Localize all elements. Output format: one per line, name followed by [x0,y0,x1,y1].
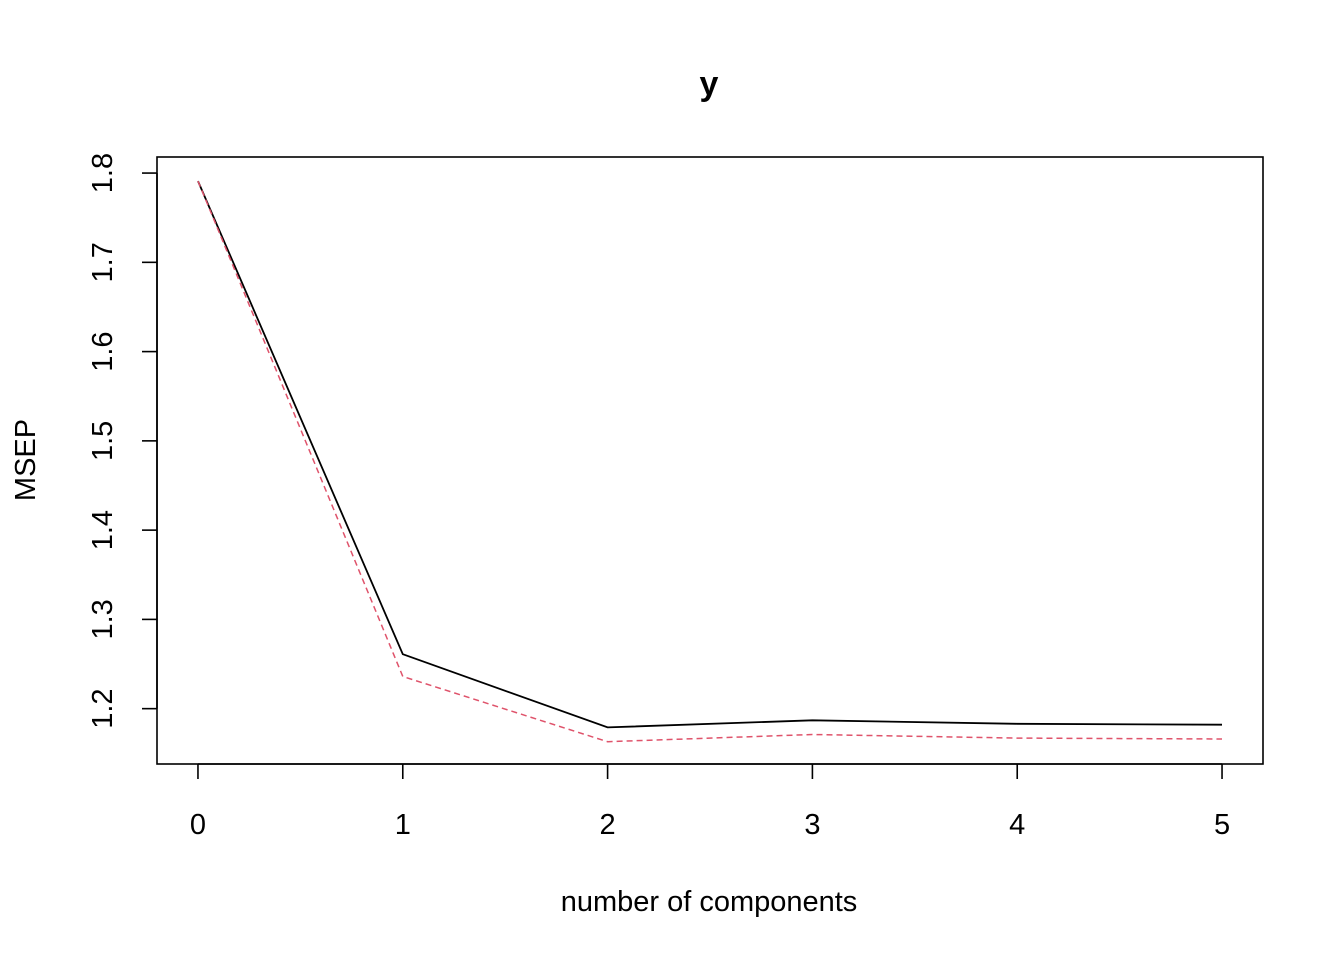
plot-frame [156,156,1264,765]
x-tick-label: 5 [1214,809,1230,841]
y-axis: 1.2 1.3 1.4 1.5 1.6 1.7 1.8 [87,153,158,729]
y-axis-label: MSEP [10,419,42,501]
y-tick-label: 1.4 [87,510,119,550]
y-tick-label: 1.2 [87,688,119,728]
x-tick-label: 0 [190,809,206,841]
x-tick-label: 2 [600,809,616,841]
x-axis: 0 1 2 3 4 5 [190,763,1230,841]
y-tick-label: 1.3 [87,599,119,639]
series-line-1 [197,180,1223,729]
chart-title: y [700,65,719,103]
x-tick-label: 4 [1009,809,1025,841]
x-axis-label: number of components [561,886,858,918]
y-tick-label: 1.5 [87,421,119,461]
x-tick-label: 3 [804,809,820,841]
y-tick-label: 1.7 [87,242,119,282]
y-tick-label: 1.6 [87,331,119,371]
x-tick-label: 1 [395,809,411,841]
series-line-2 [197,180,1223,743]
y-tick-label: 1.8 [87,153,119,193]
series-layer [197,180,1223,743]
